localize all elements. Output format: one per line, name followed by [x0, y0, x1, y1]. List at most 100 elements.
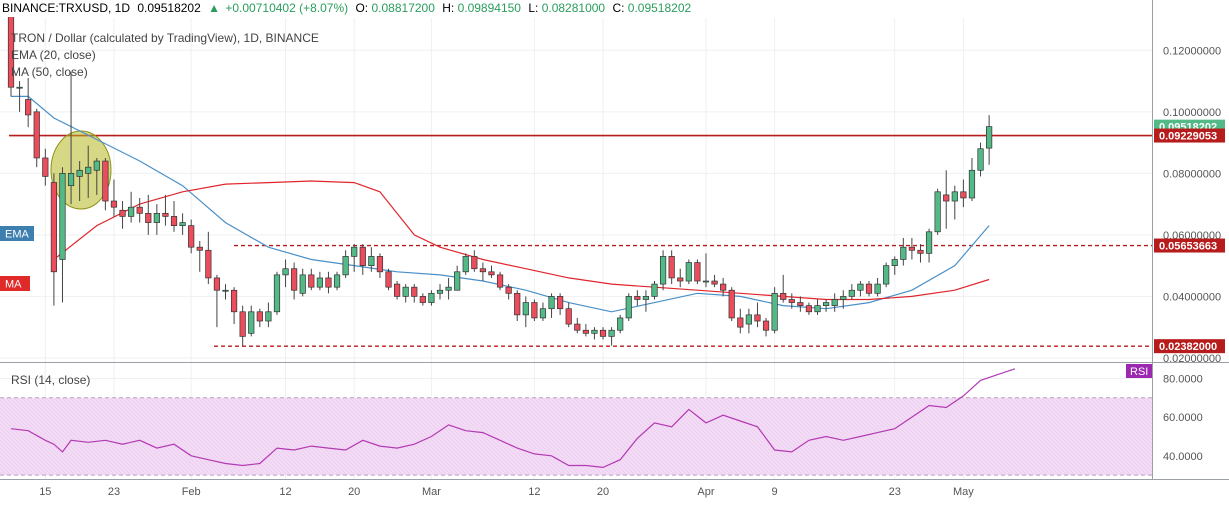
time-tick-label: Feb — [182, 486, 201, 498]
price-tick-label: 0.02000000 — [1163, 353, 1221, 365]
rsi-axis[interactable]: 80.0000 60.0000 40.0000 — [1163, 373, 1203, 462]
candle — [625, 293, 632, 322]
candle — [934, 188, 941, 235]
candle-body-down — [50, 182, 58, 273]
candle-body-down — [917, 249, 924, 254]
candle-body-up — [986, 126, 993, 149]
candle — [359, 244, 366, 275]
candle-body-down — [170, 216, 178, 226]
level-price-tag-2-bg — [1154, 238, 1225, 253]
candle — [162, 194, 169, 226]
candle-body-down — [557, 296, 564, 310]
candle — [814, 299, 821, 315]
candle-body-up — [608, 329, 615, 337]
candle-body-up — [428, 292, 435, 303]
time-axis[interactable]: 15 23 Feb 12 20 Mar 12 20 Apr 9 23 May — [39, 486, 974, 498]
candle — [986, 115, 993, 165]
candle — [659, 250, 667, 291]
candle-body-up — [814, 305, 821, 313]
candle — [608, 327, 615, 346]
candle-body-up — [745, 314, 752, 325]
candle — [325, 271, 332, 294]
candle-body-down — [291, 268, 298, 291]
candle-body-up — [299, 274, 306, 294]
candle-body-down — [514, 292, 521, 316]
candles — [7, 1, 993, 346]
candle-body-down — [668, 256, 675, 279]
candle — [883, 262, 890, 288]
candle-body-down — [479, 268, 486, 273]
rsi-title[interactable]: RSI (14, close) — [11, 373, 90, 387]
rsi-band — [0, 397, 1152, 476]
candle-body-down — [411, 286, 418, 297]
candle — [874, 277, 881, 297]
candle — [342, 250, 349, 278]
candle-body-down — [780, 292, 787, 300]
candle — [394, 281, 401, 300]
candle — [591, 327, 598, 340]
candle-body-down — [162, 212, 169, 217]
ma-tag-bg — [0, 276, 30, 291]
candle-body-down — [634, 296, 641, 300]
candle — [419, 293, 426, 306]
candle-body-down — [908, 246, 916, 251]
candle-body-down — [325, 277, 332, 288]
candle — [496, 271, 504, 291]
symbol-label: BINANCE:TRXUSD, 1D — [2, 1, 130, 15]
candle — [256, 308, 263, 328]
candle-body-down — [213, 277, 221, 291]
candle-body-down — [574, 323, 581, 331]
ma-legend[interactable]: MA (50, close) — [11, 65, 88, 79]
candle-body-up — [222, 289, 229, 292]
candle-body-up — [454, 271, 461, 291]
close-value: 0.09518202 — [628, 1, 692, 15]
price-axis[interactable]: 0.120000000.100000000.080000000.06000000… — [1163, 45, 1221, 365]
candle — [634, 290, 641, 306]
candle-body-up — [702, 280, 710, 283]
candle — [471, 250, 478, 272]
candle — [42, 148, 49, 186]
candle-body-up — [642, 296, 650, 300]
candle-body-down — [25, 99, 32, 116]
candle — [316, 271, 323, 291]
price-tick-label: 0.10000000 — [1163, 107, 1221, 119]
candle — [376, 253, 384, 278]
candle-body-down — [531, 302, 538, 319]
candle-body-down — [582, 329, 589, 334]
high-value: 0.09894150 — [458, 1, 522, 15]
time-tick-label: 9 — [772, 486, 778, 498]
candle — [925, 228, 933, 263]
candle — [265, 302, 272, 328]
candle — [900, 237, 907, 266]
header-text: BINANCE:TRXUSD, 1D 0.09518202 ▲ +0.00710… — [2, 1, 692, 15]
candle — [445, 277, 452, 300]
price-tick-label: 0.08000000 — [1163, 168, 1221, 180]
price-tick-label: 0.04000000 — [1163, 291, 1221, 303]
level-price-tag-3: 0.02382000 — [1159, 341, 1217, 353]
candle — [762, 317, 770, 337]
candle — [960, 179, 967, 208]
candle-body-up — [59, 172, 66, 260]
change-value: +0.00710402 (+8.07%) — [225, 1, 348, 15]
candle-body-down — [145, 212, 152, 223]
ema-legend[interactable]: EMA (20, close) — [11, 48, 96, 62]
time-tick-label: 20 — [348, 486, 360, 498]
time-tick-label: May — [953, 486, 974, 498]
candle-body-down — [754, 314, 761, 322]
level-price-tag-1: 0.09229053 — [1159, 131, 1217, 143]
candle-body-up — [977, 148, 984, 171]
candle — [351, 244, 358, 272]
candle — [33, 108, 40, 168]
candle-body-up — [522, 302, 529, 316]
candle-body-down — [394, 283, 401, 297]
candle-body-down — [797, 302, 804, 306]
candle — [797, 296, 804, 312]
candle — [617, 314, 624, 334]
candle-body-up — [76, 169, 83, 177]
candle-body-up — [153, 212, 160, 223]
candle-body-down — [110, 200, 118, 208]
candle-body-down — [136, 206, 143, 214]
candle-body-up — [840, 296, 847, 300]
candle-body-up — [925, 231, 933, 254]
